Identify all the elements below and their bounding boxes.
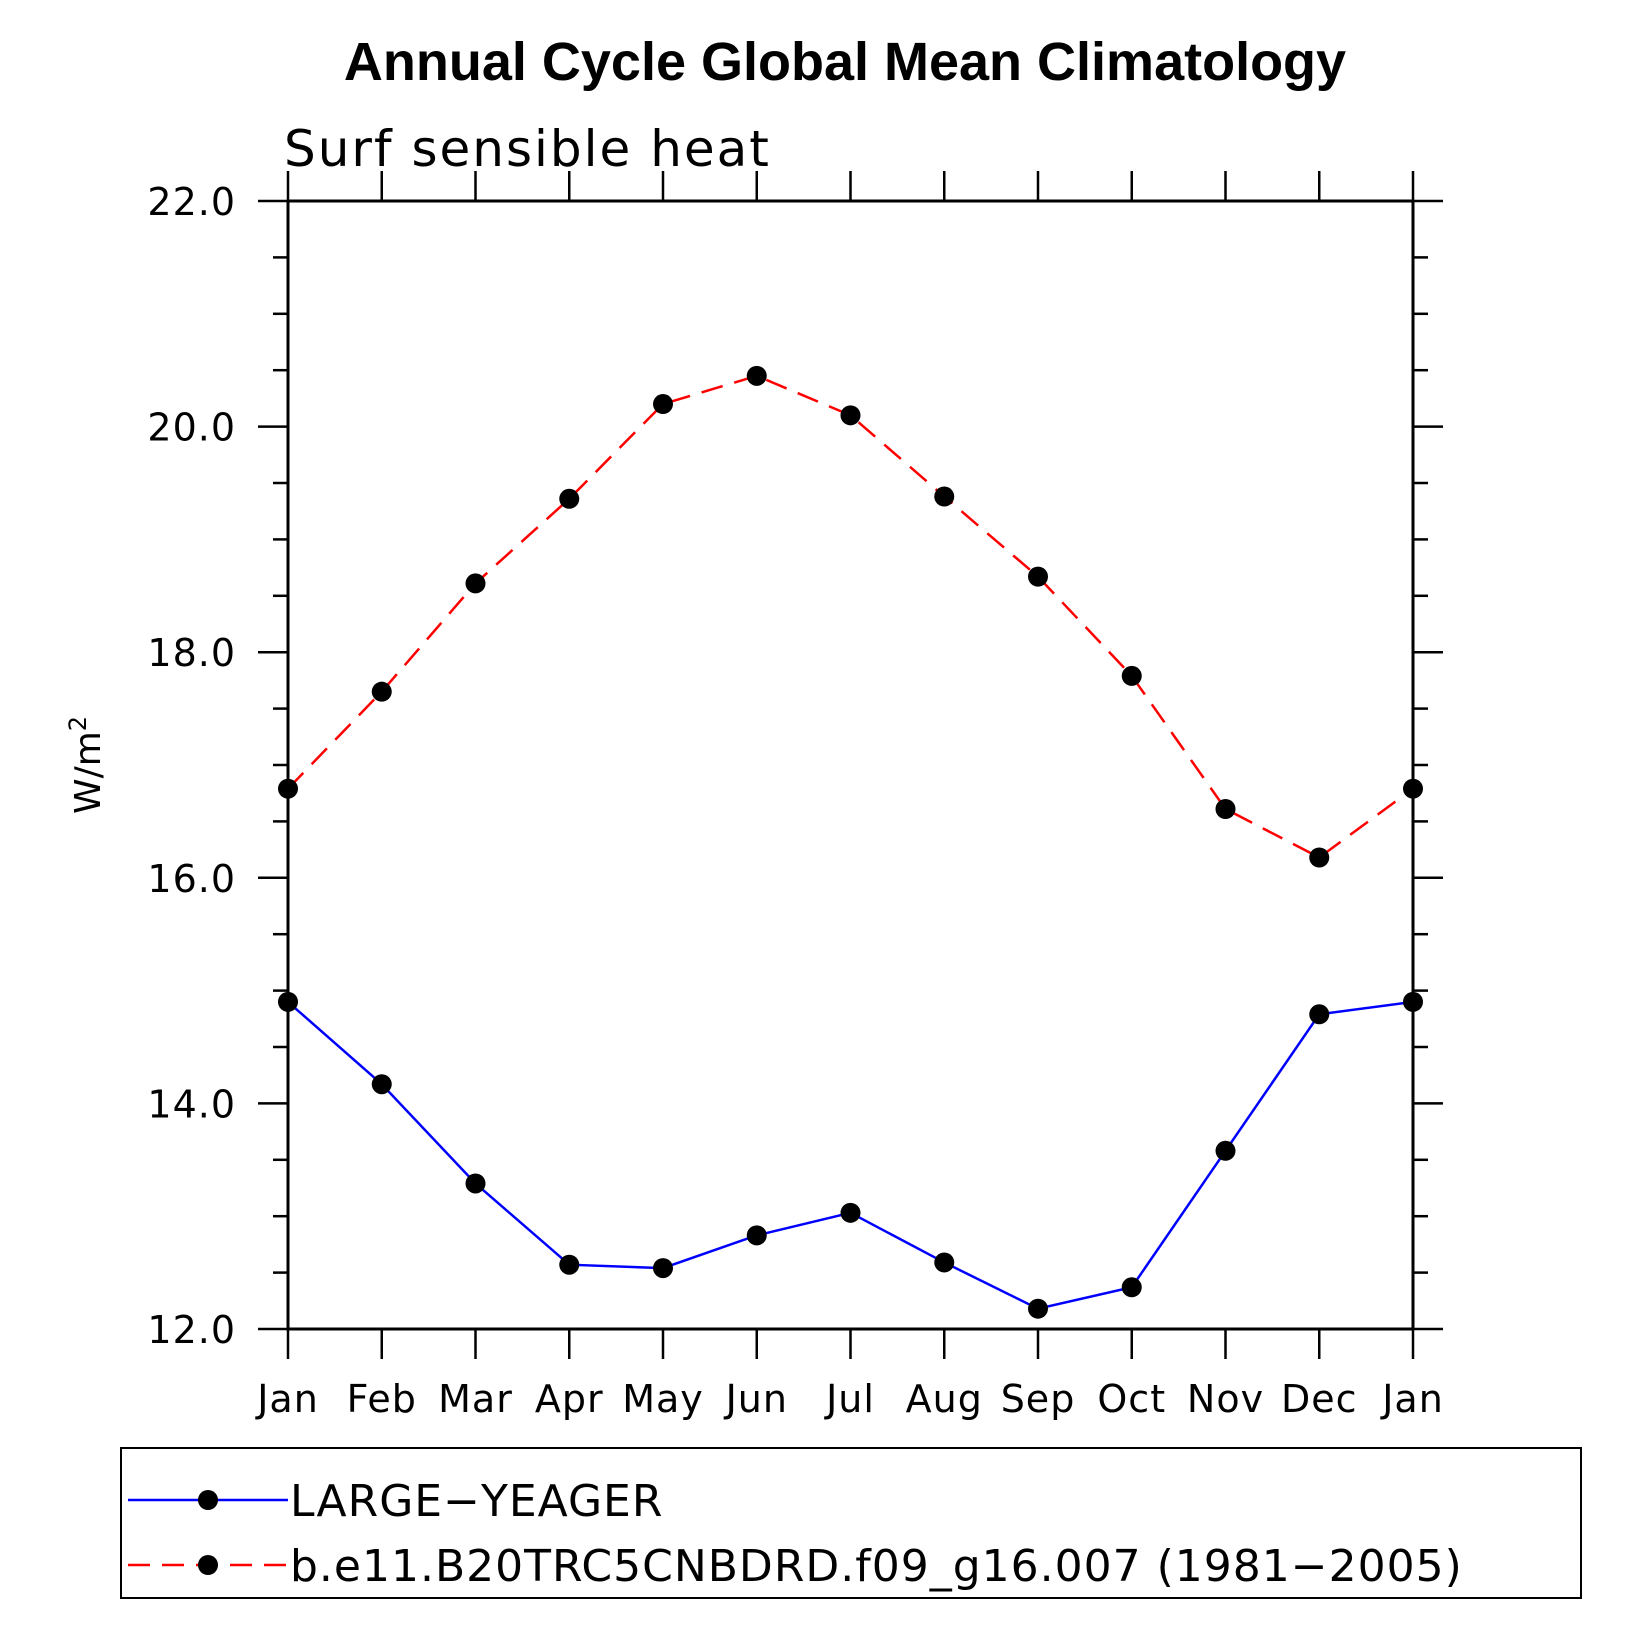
x-tick-label: May [622,1377,704,1421]
y-tick-label: 16.0 [147,857,236,901]
series-lines [287,374,1414,1311]
data-point-0 [653,1258,673,1279]
y-tick-label: 12.0 [147,1308,236,1352]
y-axis-label-superscript: 2 [64,716,92,731]
legend: LARGE−YEAGER b.e11.B20TRC5CNBDRD.f09_g16.… [120,1447,1582,1599]
data-point-0 [840,1202,861,1223]
y-tick-label: 22.0 [147,180,236,224]
x-tick-label: Sep [1001,1377,1076,1421]
x-tick-label: Apr [535,1377,604,1421]
x-tick-label: Aug [906,1377,983,1421]
legend-marker-0 [198,1490,218,1510]
plot-frame [286,199,1415,1331]
legend-marker-1 [198,1555,218,1575]
x-tick-label: Jan [1380,1377,1444,1421]
data-point-0 [1215,1140,1236,1161]
legend-label-1: b.e11.B20TRC5CNBDRD.f09_g16.007 (1981−20… [290,1541,1463,1592]
x-tick-label: Dec [1281,1377,1358,1421]
data-point-0 [1309,1004,1330,1025]
data-point-0 [559,1254,580,1275]
tick-marks [258,171,1443,1359]
x-tick-label: Nov [1187,1377,1264,1421]
x-tick-labels: Jan Feb Mar Apr May Jun Jul Aug Sep Oct Nov Dec Jan [255,1377,1444,1421]
data-point-1 [371,681,392,702]
data-point-1 [465,573,486,594]
x-tick-label: Jun [724,1377,788,1421]
x-tick-label: Jul [824,1377,875,1421]
data-point-1 [559,488,580,509]
data-point-1 [746,365,767,386]
x-tick-label: Mar [438,1377,513,1421]
data-point-1 [1121,665,1142,686]
data-point-1 [1215,798,1236,819]
legend-label-0: LARGE−YEAGER [290,1476,663,1527]
series-line-0 [287,1000,1414,1311]
data-point-1 [653,394,673,415]
x-tick-label: Jan [255,1377,319,1421]
x-tick-label: Oct [1097,1377,1166,1421]
y-axis-label-text: W/m2 [64,716,109,814]
y-tick-labels: 12.0 14.0 16.0 18.0 20.0 22.0 [147,180,236,1352]
data-point-0 [1028,1298,1048,1319]
y-tick-label: 18.0 [147,631,236,675]
data-markers [278,365,1423,1319]
data-point-0 [934,1252,955,1273]
y-axis-label: W/m2 [64,716,109,814]
y-tick-label: 20.0 [147,406,236,450]
y-axis-label-base: W/m [68,731,109,814]
data-point-1 [1309,847,1330,868]
data-point-0 [465,1173,486,1194]
data-point-0 [746,1225,767,1246]
y-tick-label: 14.0 [147,1082,236,1126]
series-line-1 [287,374,1414,859]
data-point-0 [371,1074,392,1095]
chart-subtitle: Surf sensible heat [284,120,771,178]
x-tick-label: Feb [347,1377,417,1421]
legend-box [120,1447,1582,1599]
data-point-1 [1028,566,1048,587]
chart-title: Annual Cycle Global Mean Climatology [344,32,1346,92]
data-point-1 [934,486,955,507]
data-point-1 [840,405,861,426]
data-point-0 [1121,1277,1142,1298]
